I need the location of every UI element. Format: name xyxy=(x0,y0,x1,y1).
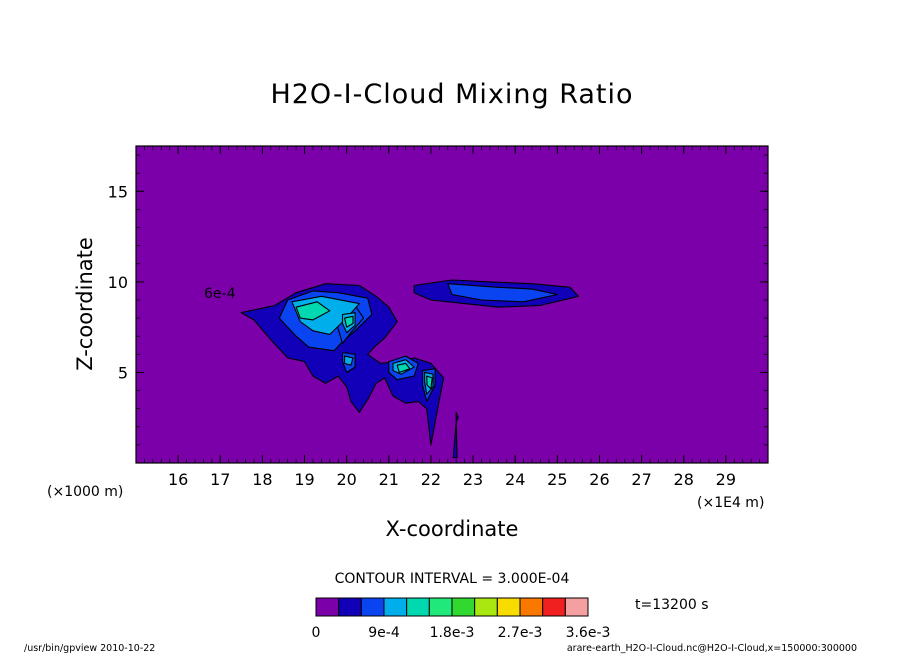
colorbar-swatch xyxy=(315,597,340,617)
x-tick-label: 26 xyxy=(589,470,609,489)
y-axis-label: Z-coordinate xyxy=(73,237,97,371)
cloud-region-l2-r2 xyxy=(344,355,354,366)
x-tick-label: 20 xyxy=(336,470,356,489)
x-tick-label: 28 xyxy=(674,470,694,489)
plot-area: 16 17 18 19 20 21 22 23 24 25 26 27 28 29 5 10 15 6e-4 xyxy=(108,145,769,489)
y-ticks: 5 10 15 xyxy=(108,154,768,446)
footer-right: arare-earth_H2O-I-Cloud.nc@H2O-I-Cloud,x… xyxy=(567,643,857,654)
cloud-region-l3-r1 xyxy=(344,315,354,328)
x-unit-right: (×1E4 m) xyxy=(697,495,764,511)
colorbar-swatch xyxy=(542,597,566,617)
x-axis-label: X-coordinate xyxy=(386,517,519,541)
colorbar xyxy=(315,597,589,617)
x-tick-label: 25 xyxy=(547,470,567,489)
x-tick-label: 22 xyxy=(421,470,441,489)
x-tick-label: 24 xyxy=(505,470,525,489)
colorbar-label: 1.8e-3 xyxy=(430,625,475,641)
colorbar-labels: 0 9e-4 1.8e-3 2.7e-3 3.6e-3 xyxy=(312,625,611,641)
y-tick-label: 5 xyxy=(118,363,128,382)
colorbar-swatch xyxy=(564,597,589,617)
x-tick-label: 23 xyxy=(463,470,483,489)
cloud-region-l3-r3 xyxy=(426,375,433,390)
x-ticks: 16 17 18 19 20 21 22 23 24 25 26 27 28 29 xyxy=(135,146,769,489)
time-text: t=13200 s xyxy=(635,597,709,613)
x-tick-label: 19 xyxy=(294,470,314,489)
x-tick-label: 21 xyxy=(379,470,399,489)
cloud-contours xyxy=(240,279,579,459)
cloud-region-l3-r0 xyxy=(295,301,331,321)
colorbar-swatch xyxy=(428,597,453,617)
x-tick-label: 17 xyxy=(210,470,230,489)
colorbar-swatch xyxy=(496,597,521,617)
colorbar-swatch xyxy=(406,597,430,617)
colorbar-label: 0 xyxy=(312,625,321,641)
cloud-region-l0-r2 xyxy=(452,411,459,459)
cloud-region-l3-r2 xyxy=(396,362,411,373)
x-unit-left: (×1000 m) xyxy=(47,484,123,500)
y-tick-label: 15 xyxy=(108,182,128,201)
colorbar-swatch xyxy=(474,597,498,617)
colorbar-swatch xyxy=(360,597,385,617)
colorbar-label: 9e-4 xyxy=(368,625,400,641)
x-tick-label: 29 xyxy=(716,470,736,489)
chart-title: H2O-I-Cloud Mixing Ratio xyxy=(270,79,633,110)
x-tick-label: 27 xyxy=(631,470,651,489)
contour-label: 6e-4 xyxy=(204,286,236,302)
colorbar-swatch xyxy=(383,597,408,617)
colorbar-label: 3.6e-3 xyxy=(566,625,611,641)
plot-frame xyxy=(135,145,769,464)
x-tick-label: 18 xyxy=(252,470,272,489)
colorbar-swatch xyxy=(451,597,476,617)
cloud-region-l1-r5 xyxy=(447,283,558,303)
y-tick-label: 10 xyxy=(108,273,128,292)
plot-background xyxy=(136,146,768,463)
colorbar-swatch xyxy=(519,597,544,617)
footer-left: /usr/bin/gpview 2010-10-22 xyxy=(24,643,155,654)
contour-interval-text: CONTOUR INTERVAL = 3.000E-04 xyxy=(335,571,570,587)
colorbar-swatch xyxy=(338,597,362,617)
colorbar-label: 2.7e-3 xyxy=(498,625,543,641)
x-tick-label: 16 xyxy=(168,470,188,489)
